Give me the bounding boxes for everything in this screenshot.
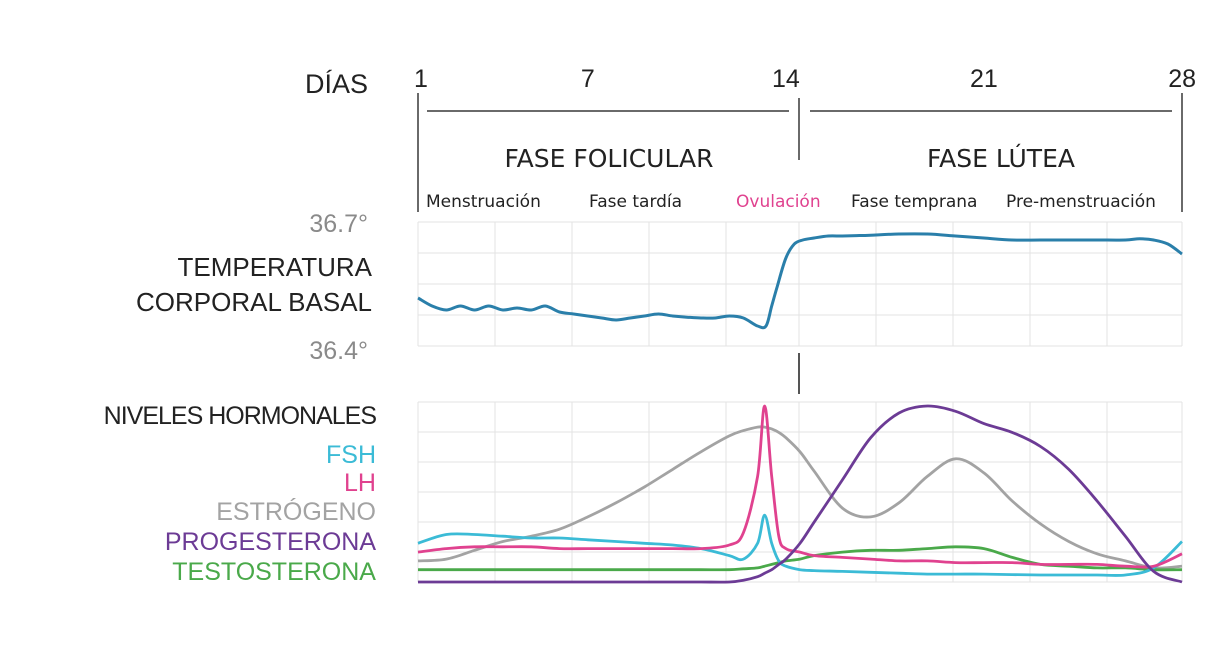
hormone-grid (417, 401, 1183, 583)
temperature-ybottom-label: 36.4° (309, 337, 368, 365)
subphase-fase-temprana: Fase temprana (851, 192, 977, 212)
series-line-lh (417, 404, 1183, 569)
temperature-line (417, 232, 1183, 330)
temperature-title-line1: TEMPERATURA (177, 252, 372, 282)
temperature-ytop-label: 36.7° (309, 210, 368, 238)
series-line-fsh (417, 513, 1183, 577)
legend-entry-fsh: FSH (326, 441, 376, 469)
series-line-estrógeno (417, 425, 1183, 570)
temperature-plot (417, 232, 1183, 330)
hormones-title: NIVELES HORMONALES (104, 402, 377, 430)
phase-label-luteal: FASE LÚTEA (927, 143, 1075, 173)
subphase-menstruacion: Menstruación (426, 192, 541, 212)
subphase-pre-menstruacion: Pre-menstruación (1006, 192, 1156, 212)
legend-entry-lh: LH (344, 469, 376, 497)
legend-entry-progesterona: PROGESTERONA (165, 528, 376, 556)
day-tick-7: 7 (581, 65, 595, 93)
phase-label-follicular: FASE FOLICULAR (505, 144, 714, 173)
day-tick-28: 28 (1168, 65, 1196, 93)
subphase-ovulacion: Ovulación (736, 192, 821, 212)
series-line-progesterona (417, 404, 1183, 584)
day-tick-14: 14 (772, 65, 800, 93)
temperature-title-line2: CORPORAL BASAL (136, 287, 372, 317)
legend-entry-testosterona: TESTOSTERONA (172, 558, 376, 586)
day-tick-21: 21 (970, 65, 998, 93)
day-tick-1: 1 (414, 65, 428, 93)
days-label: DÍAS (305, 69, 368, 99)
day-ticks: 1 7 14 21 28 (414, 65, 1196, 93)
series-line-testosterona (418, 545, 1183, 572)
subphase-fase-tardia: Fase tardía (589, 192, 682, 212)
temperature-grid (417, 221, 1183, 347)
legend-entry-estrógeno: ESTRÓGENO (216, 497, 376, 526)
hormone-plot (417, 404, 1183, 584)
